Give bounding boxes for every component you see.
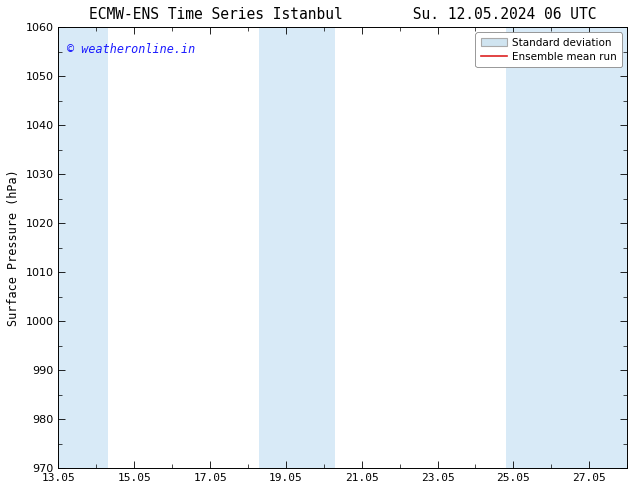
Bar [259, 27, 335, 468]
Legend: Standard deviation, Ensemble mean run: Standard deviation, Ensemble mean run [476, 32, 622, 67]
Y-axis label: Surface Pressure (hPa): Surface Pressure (hPa) [7, 170, 20, 326]
Title: ECMW-ENS Time Series Istanbul        Su. 12.05.2024 06 UTC: ECMW-ENS Time Series Istanbul Su. 12.05.… [89, 7, 597, 22]
Text: © weatheronline.in: © weatheronline.in [67, 43, 195, 56]
Bar [506, 27, 627, 468]
Bar [58, 27, 108, 468]
